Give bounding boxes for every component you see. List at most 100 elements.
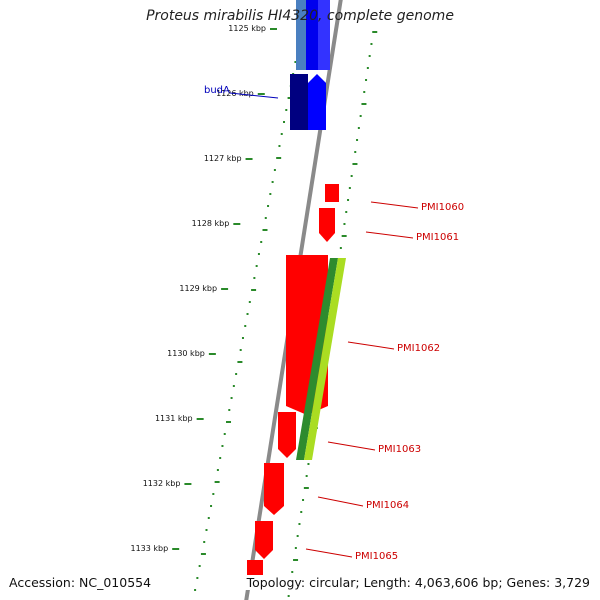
feature-PMI1065	[255, 521, 273, 559]
tick-mark	[366, 67, 369, 69]
feature-PMI1061	[319, 208, 335, 242]
tick-mark	[350, 175, 353, 177]
tick-mark	[196, 577, 199, 579]
gene-leader-line	[327, 441, 376, 451]
gene-label-pmi1063: PMI1063	[378, 444, 421, 455]
major-tick-mark	[245, 158, 253, 160]
gene-label-pmi1061: PMI1061	[416, 232, 459, 243]
tick-mark	[232, 385, 235, 387]
tick-mark	[343, 223, 346, 225]
tick-mark	[307, 463, 310, 465]
feature-PMI1063	[278, 412, 296, 458]
tick-mark	[194, 589, 197, 591]
kbp-label: 1133 kbp	[130, 544, 168, 553]
tick-mark	[298, 523, 301, 525]
gene-label-pmi1060: PMI1060	[421, 202, 464, 213]
tick-mark	[262, 229, 268, 231]
tick-mark	[241, 337, 244, 339]
major-tick-mark	[208, 353, 216, 355]
tick-mark	[246, 313, 249, 315]
accession-text: Accession: NC_010554	[9, 575, 152, 590]
feature-layer	[247, 0, 346, 590]
tick-mark	[244, 325, 247, 327]
feature-blue-1	[296, 0, 308, 70]
tick-mark	[273, 169, 276, 171]
tick-mark	[257, 253, 260, 255]
tick-mark	[205, 529, 208, 531]
tick-mark	[216, 469, 219, 471]
kbp-label: 1128 kbp	[192, 219, 230, 228]
tick-mark	[347, 199, 350, 201]
feature-PMI1064	[264, 463, 284, 515]
tick-mark	[302, 499, 305, 501]
feature-green-dark	[296, 258, 338, 460]
kbp-label: 1127 kbp	[204, 154, 242, 163]
tick-mark	[276, 157, 282, 159]
tick-mark	[203, 541, 206, 543]
major-tick-mark	[233, 223, 241, 225]
tick-mark	[207, 517, 210, 519]
tick-mark	[341, 235, 347, 237]
tick-mark	[348, 187, 351, 189]
tick-mark	[294, 547, 297, 549]
gene-leader-line	[347, 341, 395, 350]
tick-mark	[248, 301, 251, 303]
tick-mark	[368, 55, 371, 57]
gene-leader-line	[229, 92, 279, 99]
tick-mark	[293, 559, 299, 561]
tick-mark	[226, 421, 232, 423]
tick-mark	[280, 133, 283, 135]
tick-mark	[359, 115, 362, 117]
feature-blue-2	[306, 0, 320, 70]
feature-blue-4	[308, 74, 326, 130]
tick-mark	[300, 511, 303, 513]
kbp-label: 1130 kbp	[167, 349, 205, 358]
tick-mark	[210, 505, 213, 507]
kbp-label: 1132 kbp	[143, 479, 181, 488]
feature-budA	[290, 74, 308, 130]
tick-mark	[223, 433, 226, 435]
tick-mark	[219, 457, 222, 459]
tick-mark	[237, 361, 243, 363]
feature-green-light	[304, 258, 346, 460]
kbp-label: 1129 kbp	[179, 284, 217, 293]
tick-mark	[370, 43, 373, 45]
gene-label-pmi1064: PMI1064	[366, 500, 409, 511]
tick-mark	[278, 145, 281, 147]
tick-mark	[253, 277, 256, 279]
tick-mark	[267, 205, 270, 207]
tick-mark	[271, 181, 274, 183]
tick-mark	[283, 121, 286, 123]
tick-mark	[294, 61, 297, 63]
tick-mark	[264, 217, 267, 219]
tick-mark	[251, 289, 257, 291]
tick-mark	[239, 349, 242, 351]
topology-text: Topology: circular; Length: 4,063,606 bp…	[242, 575, 590, 590]
gene-leader-line	[305, 548, 353, 558]
tick-mark	[356, 139, 359, 141]
tick-mark	[228, 409, 231, 411]
map-title: Proteus mirabilis HI4320, complete genom…	[146, 8, 454, 24]
tick-mark	[198, 565, 201, 567]
gene-leader-line	[317, 496, 364, 507]
tick-mark	[361, 103, 367, 105]
feature-blue-3	[318, 0, 330, 70]
tick-mark	[296, 535, 299, 537]
tick-mark	[255, 265, 258, 267]
gene-leader-line	[365, 231, 414, 239]
kbp-label: 1131 kbp	[155, 414, 193, 423]
tick-mark	[352, 163, 358, 165]
gene-leader-line	[370, 201, 419, 209]
major-tick-mark	[196, 418, 204, 420]
tick-mark	[287, 595, 290, 597]
tick-mark	[305, 475, 308, 477]
major-tick-mark	[257, 93, 265, 95]
feature-PMI1060	[325, 184, 339, 202]
tick-mark	[260, 241, 263, 243]
tick-mark	[214, 481, 220, 483]
tick-mark	[354, 151, 357, 153]
gene-label-buda: budA	[204, 85, 230, 96]
tick-mark	[235, 373, 238, 375]
